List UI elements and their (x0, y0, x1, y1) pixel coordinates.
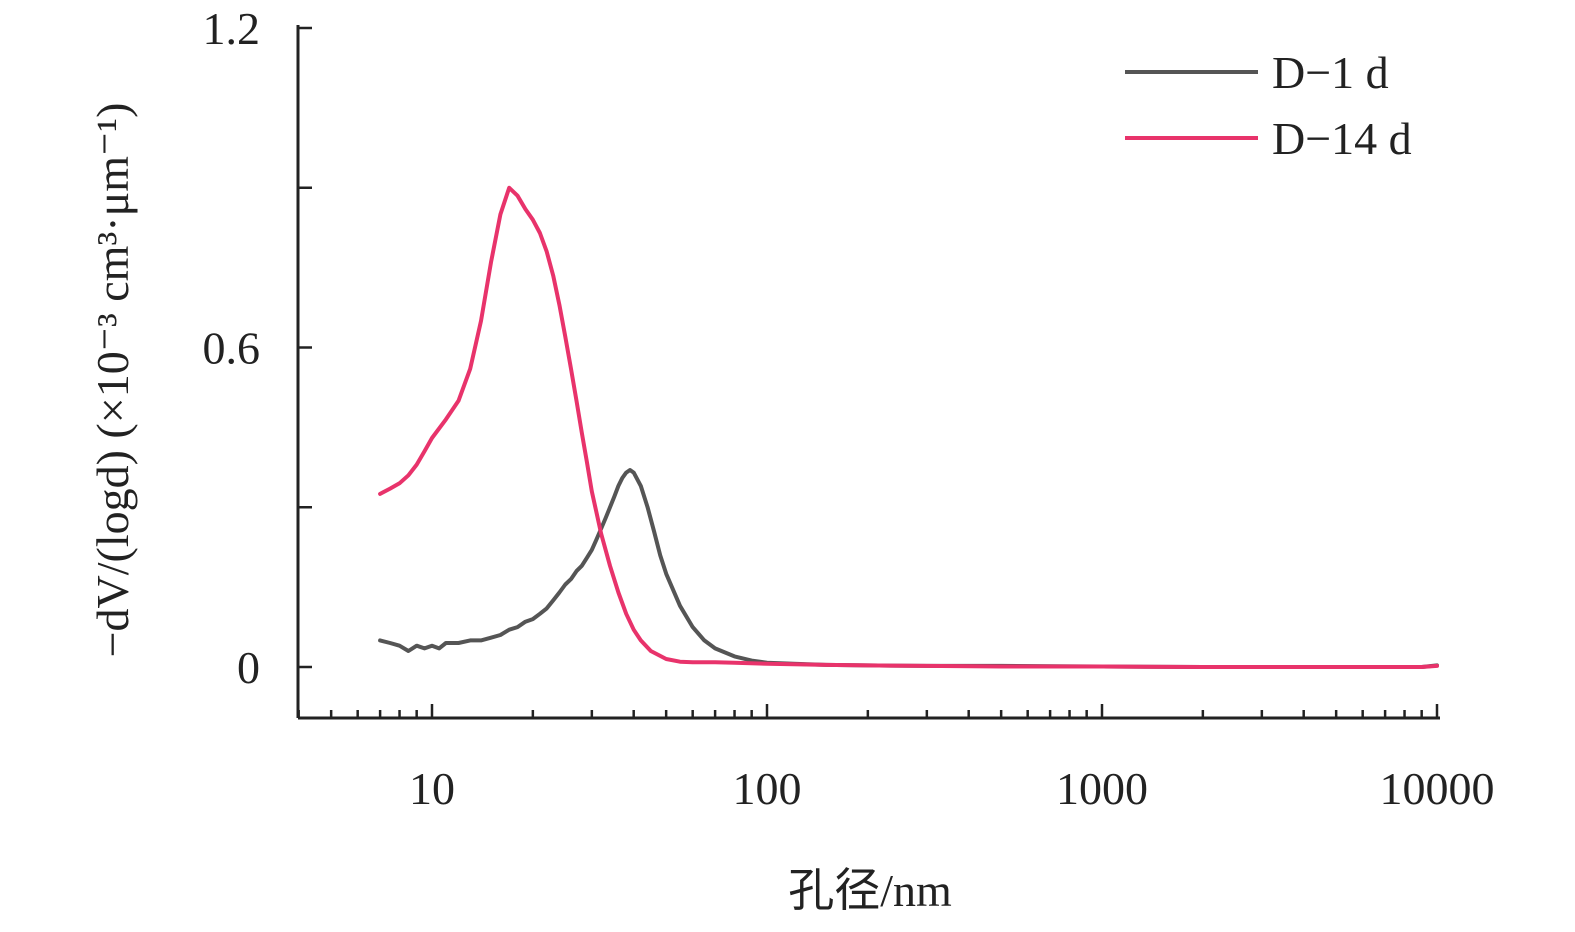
legend: D−1 d D−14 d (1125, 47, 1412, 164)
series-line-1 (378, 468, 1439, 669)
y-ticks: 0 0.6 1.2 (203, 3, 312, 693)
y-tick-label: 0 (237, 642, 260, 693)
x-tick-label: 1000 (1056, 763, 1148, 814)
y-tick-label: 0.6 (203, 323, 261, 374)
x-tick-label: 100 (733, 763, 802, 814)
x-tick-label: 10 (409, 763, 455, 814)
x-tick-label: 10000 (1380, 763, 1495, 814)
x-ticks: 10 100 1000 10000 (297, 704, 1495, 814)
x-axis-title: 孔径/nm (788, 865, 952, 916)
series-line-2 (378, 185, 1439, 669)
series-layer (378, 185, 1439, 669)
y-axis-title: −dV/(logd) (×10⁻³ cm³·μm⁻¹) (87, 103, 138, 658)
legend-label-1: D−1 d (1272, 47, 1389, 98)
legend-label-2: D−14 d (1272, 113, 1412, 164)
y-tick-label: 1.2 (203, 3, 261, 54)
